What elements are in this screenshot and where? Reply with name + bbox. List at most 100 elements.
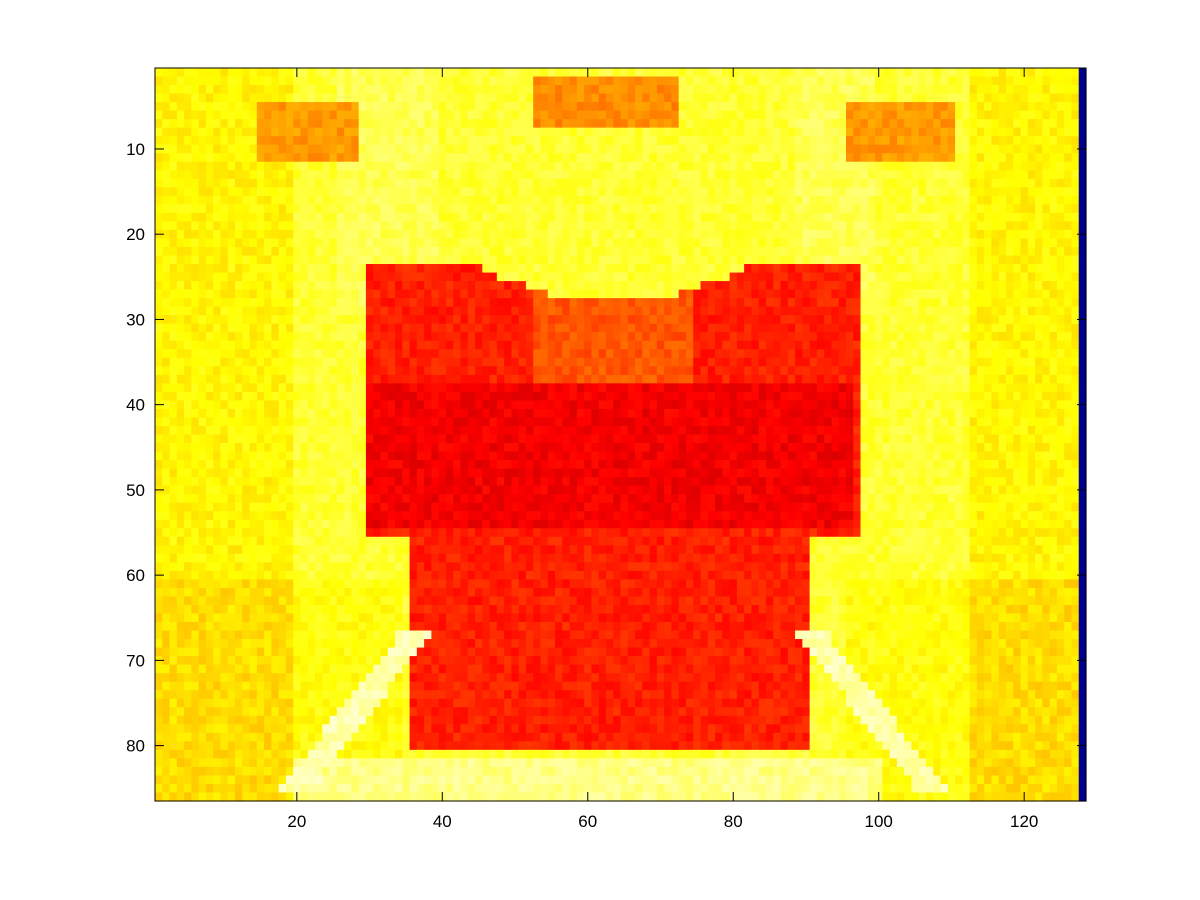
heatmap-cell [955, 246, 963, 257]
heatmap-cell [489, 153, 498, 163]
heatmap-cell [307, 332, 316, 342]
heatmap-cell [235, 85, 243, 95]
heatmap-cell [453, 357, 462, 367]
heatmap-cell [584, 238, 592, 248]
heatmap-cell [591, 315, 600, 325]
heatmap-cell [475, 195, 483, 205]
heatmap-cell [315, 204, 323, 214]
heatmap-cell [1042, 306, 1051, 316]
heatmap-cell [933, 323, 942, 333]
heatmap-cell [489, 68, 498, 78]
heatmap-cell [729, 119, 738, 129]
heatmap-cell [795, 366, 803, 376]
heatmap-cell [242, 332, 251, 342]
heatmap-cell [642, 332, 651, 342]
heatmap-cell [285, 391, 294, 401]
heatmap-cell [758, 264, 767, 274]
heatmap-cell [496, 136, 505, 146]
heatmap-cell [613, 289, 622, 299]
heatmap-cell [395, 264, 403, 274]
heatmap-cell [496, 110, 505, 120]
heatmap-cell [198, 238, 207, 248]
heatmap-cell [896, 246, 905, 257]
heatmap-cell [475, 298, 483, 308]
heatmap-cell [744, 110, 753, 120]
heatmap-cell [271, 212, 280, 223]
heatmap-cell [962, 178, 971, 188]
heatmap-cell [1064, 374, 1073, 384]
heatmap-cell [445, 195, 454, 205]
heatmap-cell [656, 238, 665, 248]
heatmap-cell [184, 332, 192, 342]
heatmap-cell [955, 85, 963, 95]
heatmap-cell [1035, 85, 1043, 95]
heatmap-cell [707, 272, 716, 282]
heatmap-cell [213, 289, 222, 299]
heatmap-cell [169, 102, 178, 112]
heatmap-cell [438, 178, 447, 188]
heatmap-cell [380, 170, 389, 180]
heatmap-cell [184, 315, 192, 325]
heatmap-cell [933, 204, 942, 214]
heatmap-cell [649, 144, 658, 154]
heatmap-cell [329, 127, 338, 137]
heatmap-cell [198, 102, 207, 112]
heatmap-cell [896, 136, 905, 146]
heatmap-cell [613, 229, 622, 240]
heatmap-cell [467, 306, 476, 316]
heatmap-cell [918, 340, 927, 350]
heatmap-cell [329, 349, 338, 359]
heatmap-cell [1071, 246, 1080, 257]
heatmap-cell [678, 153, 687, 163]
heatmap-cell [933, 383, 942, 393]
heatmap-cell [1020, 187, 1029, 197]
heatmap-cell [991, 391, 1000, 401]
heatmap-cell [162, 349, 171, 359]
heatmap-cell [445, 212, 454, 223]
heatmap-cell [744, 383, 753, 393]
heatmap-cell [795, 221, 803, 231]
heatmap-cell [525, 204, 534, 214]
heatmap-cell [191, 315, 200, 325]
heatmap-cell [1064, 204, 1073, 214]
heatmap-cell [1071, 306, 1080, 316]
heatmap-cell [213, 110, 222, 120]
heatmap-cell [751, 110, 760, 120]
heatmap-cell [656, 229, 665, 240]
heatmap-cell [249, 68, 258, 78]
heatmap-cell [315, 195, 323, 205]
heatmap-cell [780, 340, 789, 350]
heatmap-cell [184, 281, 192, 291]
heatmap-cell [184, 187, 192, 197]
heatmap-cell [860, 391, 869, 401]
heatmap-cell [373, 272, 382, 282]
heatmap-cell [176, 195, 185, 205]
heatmap-cell [569, 323, 578, 333]
heatmap-cell [518, 340, 527, 350]
heatmap-cell [671, 332, 680, 342]
heatmap-cell [940, 187, 949, 197]
heatmap-cell [525, 178, 534, 188]
heatmap-cell [1056, 332, 1065, 342]
heatmap-cell [896, 204, 905, 214]
heatmap-cell [496, 144, 505, 154]
heatmap-cell [511, 374, 520, 384]
heatmap-cell [867, 391, 876, 401]
heatmap-cell [998, 93, 1007, 103]
heatmap-cell [816, 366, 825, 376]
heatmap-cell [424, 170, 432, 180]
heatmap-cell [213, 195, 222, 205]
heatmap-cell [991, 323, 1000, 333]
heatmap-cell [751, 366, 760, 376]
heatmap-cell [664, 178, 673, 188]
heatmap-cell [1071, 272, 1080, 282]
heatmap-cell [489, 187, 498, 197]
heatmap-cell [976, 298, 985, 308]
heatmap-cell [969, 340, 978, 350]
heatmap-cell [620, 136, 629, 146]
heatmap-cell [875, 204, 883, 214]
heatmap-cell [962, 153, 971, 163]
heatmap-cell [453, 229, 462, 240]
heatmap-cell [373, 127, 382, 137]
heatmap-cell [329, 272, 338, 282]
